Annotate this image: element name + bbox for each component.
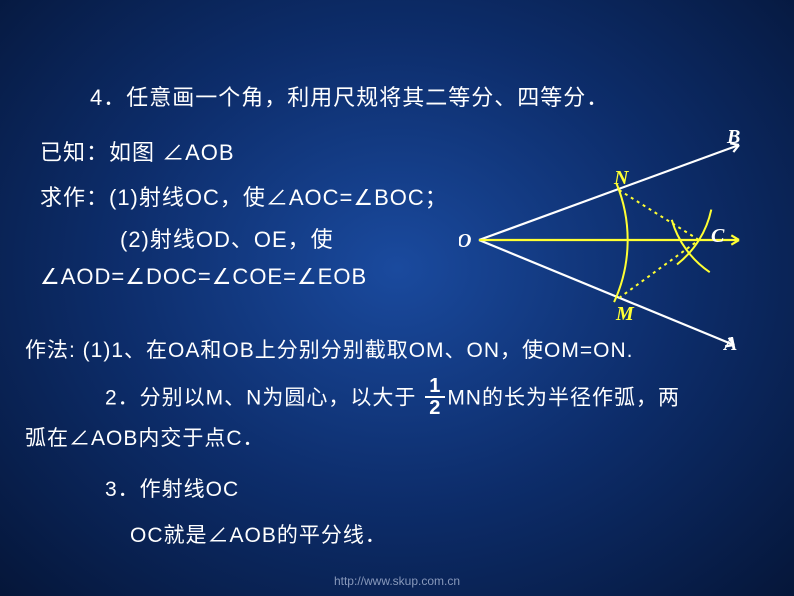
title: 4．任意画一个角，利用尺规将其二等分、四等分．	[90, 80, 754, 115]
method-4: OC就是∠AOB的平分线．	[130, 519, 754, 553]
fraction-den: 2	[425, 398, 445, 418]
method-3: 3．作射线OC	[105, 473, 754, 507]
svg-text:N: N	[613, 167, 630, 189]
svg-text:C: C	[711, 225, 725, 247]
geometry-diagram: O B A C N M	[459, 130, 759, 350]
svg-text:B: B	[726, 130, 740, 148]
fraction-half: 1 2	[425, 376, 445, 418]
method-2b: MN的长为半径作弧，两	[447, 386, 680, 409]
method-2-line2: 弧在∠AOB内交于点C．	[25, 422, 754, 456]
footer-url: http://www.skup.com.cn	[0, 574, 794, 588]
method-2-line1: 2．分别以M、N为圆心，以大于 1 2 MN的长为半径作弧，两	[105, 378, 754, 420]
svg-text:M: M	[615, 303, 635, 325]
method-2a: 2．分别以M、N为圆心，以大于	[105, 386, 416, 409]
fraction-num: 1	[425, 376, 445, 398]
svg-text:A: A	[722, 333, 737, 350]
diagram-svg: O B A C N M	[459, 130, 759, 350]
svg-text:O: O	[459, 230, 471, 252]
